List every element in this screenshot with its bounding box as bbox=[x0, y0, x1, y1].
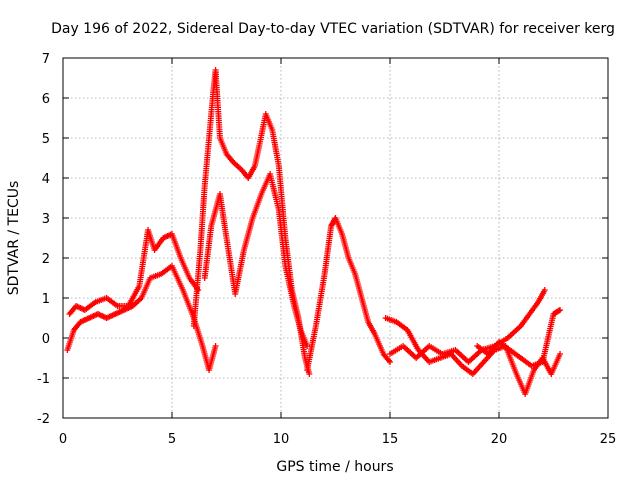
chart-title: Day 196 of 2022, Sidereal Day-to-day VTE… bbox=[51, 21, 615, 37]
data-point bbox=[555, 307, 562, 314]
y-tick-label: 2 bbox=[42, 252, 50, 267]
data-point bbox=[304, 343, 311, 349]
y-tick-label: -2 bbox=[37, 412, 50, 427]
series-arc-late bbox=[387, 287, 548, 365]
y-axis-label: SDTVAR / TECUs bbox=[6, 181, 22, 296]
data-point bbox=[557, 307, 564, 313]
x-tick-label: 25 bbox=[600, 432, 617, 447]
data-point bbox=[212, 343, 219, 349]
x-axis-label: GPS time / hours bbox=[276, 459, 393, 475]
data-point bbox=[541, 287, 548, 293]
y-tick-labels: -2 -1 0 1 2 3 4 5 6 7 bbox=[37, 52, 50, 427]
y-tick-label: 4 bbox=[42, 172, 50, 187]
y-tick-label: 5 bbox=[42, 132, 50, 147]
x-tick-label: 0 bbox=[59, 432, 67, 447]
y-tick-label: 6 bbox=[42, 92, 50, 107]
y-tick-label: 1 bbox=[42, 292, 50, 307]
series-arc-early-low bbox=[64, 263, 219, 373]
data-point bbox=[306, 371, 313, 377]
data-point bbox=[385, 357, 392, 364]
series-arc-midday bbox=[201, 171, 311, 349]
axis-ticks bbox=[62, 57, 609, 419]
series-arc-noon-hump bbox=[304, 215, 393, 373]
series-arc-tail bbox=[474, 307, 564, 369]
series-arc-evening bbox=[382, 315, 564, 397]
y-tick-label: 7 bbox=[42, 52, 50, 67]
x-tick-label: 20 bbox=[491, 432, 508, 447]
x-tick-labels: 0 5 10 15 20 25 bbox=[59, 432, 616, 447]
x-tick-label: 10 bbox=[273, 432, 290, 447]
data-marks bbox=[64, 67, 564, 397]
x-tick-label: 5 bbox=[168, 432, 176, 447]
data-point bbox=[557, 351, 564, 357]
series-arc-early-high bbox=[66, 227, 202, 317]
x-tick-label: 15 bbox=[382, 432, 399, 447]
y-tick-label: 3 bbox=[42, 212, 50, 227]
plot-frame bbox=[62, 57, 609, 419]
y-tick-label: -1 bbox=[37, 372, 50, 387]
data-point bbox=[387, 359, 393, 365]
y-tick-label: 0 bbox=[42, 332, 50, 347]
